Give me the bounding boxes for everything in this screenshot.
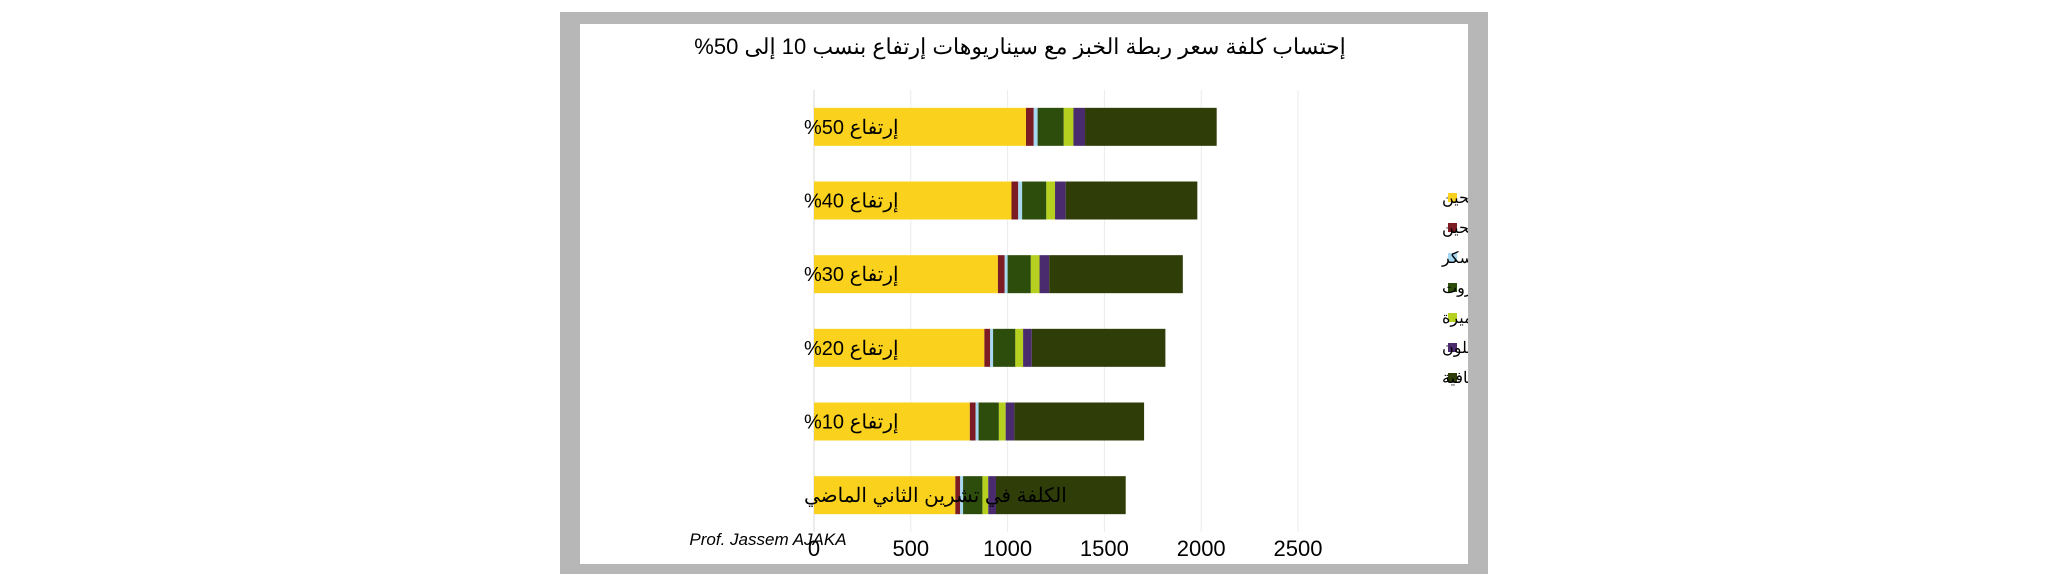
bar-segment (975, 402, 979, 441)
bar-segment (1007, 255, 1031, 294)
chart-frame: إحتساب كلفة سعر ربطة الخبز مع سيناريوهات… (560, 12, 1488, 574)
bar-segment (955, 476, 961, 515)
x-tick-label: 2500 (1274, 536, 1323, 561)
legend-label: أكياس نيلون (1442, 337, 1468, 357)
bar-segment (1073, 107, 1086, 146)
bar-segment (1015, 328, 1024, 367)
bar-segment (814, 255, 998, 294)
bar-segment (1037, 107, 1064, 146)
bar-segment (1046, 181, 1056, 220)
bar-segment (997, 255, 1005, 294)
chart-canvas: إحتساب كلفة سعر ربطة الخبز مع سيناريوهات… (689, 34, 1468, 561)
bar-segment (990, 328, 994, 367)
bar-segment (960, 476, 964, 515)
bar-segment (814, 181, 1012, 220)
credit-text: Prof. Jassem AJAKA (689, 530, 846, 549)
bar-segment (969, 402, 976, 441)
bar-segment (988, 476, 996, 515)
bar-segment (998, 402, 1006, 441)
bar-segment (1004, 255, 1008, 294)
legend-label: مازوت (1442, 280, 1468, 297)
x-tick-labels: 0 500 1000 1500 2000 2500 (808, 536, 1323, 561)
chart-title: إحتساب كلفة سعر ربطة الخبز مع سيناريوهات… (694, 34, 1345, 60)
category-labels: إرتفاع 50% إرتفاع 40% إرتفاع 30% إرتفاع 20%… (804, 117, 1067, 507)
legend-marker (1448, 283, 1457, 292)
legend-marker (1448, 253, 1457, 262)
bar-segment (993, 328, 1016, 367)
x-tick-label: 1500 (1080, 536, 1129, 561)
bars (814, 107, 1217, 515)
category-label: إرتفاع 40% (804, 191, 899, 214)
x-tick-label: 2000 (1177, 536, 1226, 561)
chart-panel: إحتساب كلفة سعر ربطة الخبز مع سيناريوهات… (580, 24, 1468, 564)
legend-label: أعباء إضافية (1442, 367, 1468, 387)
category-label: الكلفة في تشرين الثاني الماضي (804, 485, 1067, 507)
x-tick-label: 1000 (983, 536, 1032, 561)
bar-segment (814, 402, 970, 441)
bar-segment (1011, 181, 1019, 220)
bar-segment (1031, 328, 1166, 367)
bar-segment (1033, 107, 1038, 146)
bar-segment (984, 328, 991, 367)
bar-segment (982, 476, 989, 515)
bar-segment (1030, 255, 1040, 294)
legend-marker (1448, 313, 1457, 322)
bar-segment (1055, 181, 1066, 220)
legend-marker (1448, 223, 1457, 232)
legend-label: خميرة (1442, 310, 1468, 327)
legend-label: طحين (1442, 190, 1468, 207)
legend-marker (1448, 193, 1457, 202)
bar-segment (1039, 255, 1050, 294)
bar-segment (1063, 107, 1074, 146)
bar-segment (814, 476, 956, 515)
legend-label: كلفة نقل طن الطحين (1442, 220, 1468, 237)
grid (813, 90, 1299, 532)
category-label: إرتفاع 30% (804, 264, 899, 287)
bar-segment (1005, 402, 1015, 441)
bar-segment (1018, 181, 1023, 220)
bar-segment (1022, 181, 1047, 220)
legend-marker (1448, 373, 1457, 382)
bar-segment (1085, 107, 1217, 146)
bar-segment (814, 107, 1026, 146)
bar-segment (1014, 402, 1145, 441)
category-label: إرتفاع 10% (804, 412, 899, 435)
bar-segment (1065, 181, 1198, 220)
x-tick-label: 500 (892, 536, 929, 561)
bar-segment (814, 328, 985, 367)
legend-label: سكر (1441, 250, 1468, 267)
legend-marker (1448, 343, 1457, 352)
bar-segment (978, 402, 999, 441)
bar-segment (1025, 107, 1034, 146)
category-label: إرتفاع 50% (804, 117, 899, 140)
legend: طحين كلفة نقل طن الطحين سكر مازوت خميرة أكياس… (1441, 190, 1468, 387)
category-label: إرتفاع 20% (804, 338, 899, 361)
bar-segment (963, 476, 983, 515)
bar-segment (1023, 328, 1032, 367)
bar-segment (1049, 255, 1183, 294)
x-tick-label: 0 (808, 536, 820, 561)
bar-segment (995, 476, 1126, 515)
